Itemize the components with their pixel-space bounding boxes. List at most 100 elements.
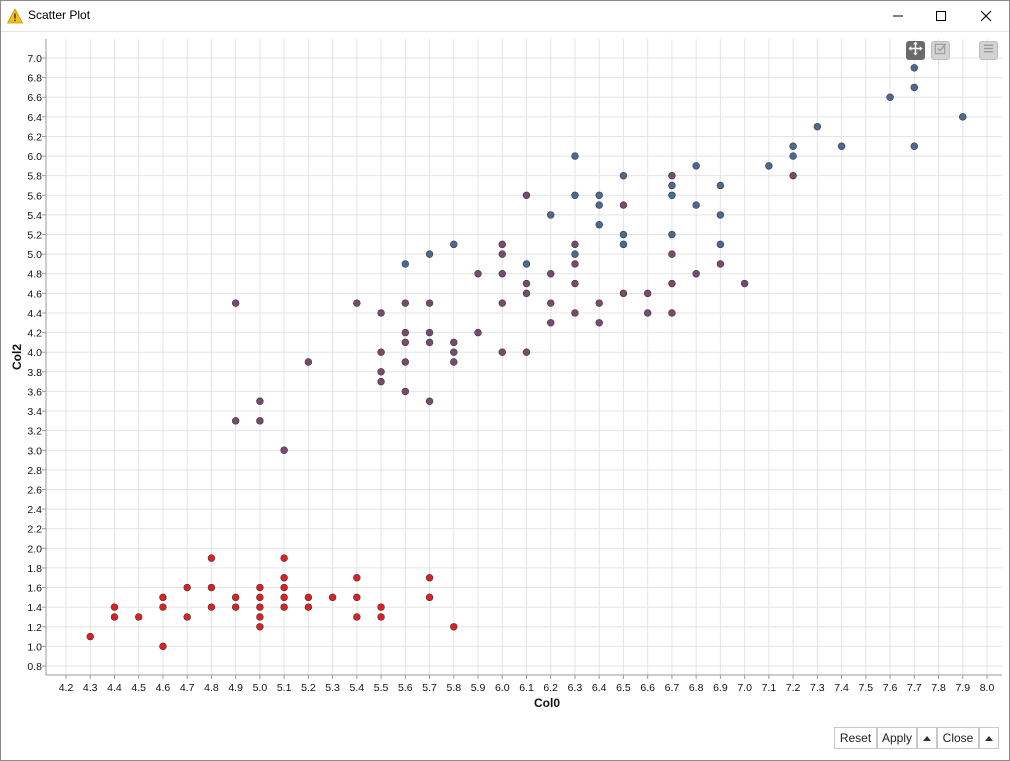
y-tick-label: 5.0	[27, 249, 42, 261]
data-point-setosa	[183, 613, 191, 621]
data-point-versicolor	[256, 417, 264, 425]
data-point-versicolor	[547, 319, 555, 327]
data-point-versicolor	[401, 338, 410, 347]
data-point-setosa	[256, 613, 264, 621]
y-tick-label: 4.0	[27, 347, 42, 359]
data-point-setosa	[231, 593, 240, 602]
data-point-versicolor	[450, 348, 458, 356]
data-point-versicolor	[231, 417, 240, 425]
x-tick-label: 4.3	[83, 682, 98, 694]
data-point-versicolor	[643, 309, 652, 317]
data-point-setosa	[256, 603, 264, 611]
data-point-versicolor	[353, 299, 361, 307]
window-title: Scatter Plot	[28, 8, 91, 22]
data-point-virginica	[571, 250, 579, 258]
x-tick-label: 7.9	[955, 682, 970, 694]
data-point-versicolor	[377, 368, 385, 376]
data-point-setosa	[280, 593, 288, 602]
data-point-virginica	[401, 260, 410, 268]
y-tick-label: 7.0	[27, 53, 42, 65]
y-tick-label: 5.8	[27, 171, 42, 183]
y-tick-label: 2.8	[27, 465, 42, 477]
data-point-setosa	[353, 593, 361, 602]
menu-icon	[982, 42, 995, 60]
data-point-virginica	[668, 191, 676, 199]
data-point-virginica	[692, 162, 700, 170]
y-tick-label: 3.8	[27, 367, 42, 379]
title-bar[interactable]: Scatter Plot	[1, 1, 1009, 32]
x-tick-label: 7.2	[786, 682, 801, 694]
select-tool-button[interactable]	[931, 41, 950, 60]
data-point-virginica	[425, 250, 434, 258]
x-tick-label: 7.7	[907, 682, 922, 694]
y-tick-label: 1.8	[27, 563, 42, 575]
y-tick-label: 5.2	[27, 230, 42, 242]
y-tick-label: 3.4	[27, 406, 42, 418]
data-point-setosa	[256, 583, 264, 592]
data-point-setosa	[328, 593, 337, 602]
apply-button[interactable]: Apply	[877, 727, 917, 749]
y-tick-label: 1.4	[27, 602, 42, 614]
y-tick-label: 1.6	[27, 583, 42, 595]
minimize-icon	[892, 10, 904, 22]
data-point-virginica	[959, 113, 967, 121]
data-point-versicolor	[231, 299, 240, 307]
data-point-versicolor	[547, 299, 555, 307]
data-point-virginica	[813, 122, 822, 131]
data-point-versicolor	[522, 348, 531, 356]
y-tick-label: 6.8	[27, 73, 42, 85]
data-point-virginica	[716, 211, 725, 219]
data-point-setosa	[256, 623, 264, 631]
data-point-virginica	[910, 83, 918, 92]
data-point-versicolor	[522, 289, 531, 298]
y-tick-label: 5.6	[27, 190, 42, 202]
data-point-versicolor	[498, 250, 506, 258]
data-point-versicolor	[571, 240, 579, 249]
y-tick-label: 0.8	[27, 661, 42, 673]
data-point-setosa	[159, 603, 167, 611]
data-point-setosa	[280, 574, 288, 582]
apply-options-button[interactable]	[917, 727, 937, 749]
x-tick-label: 6.0	[495, 682, 510, 694]
x-tick-label: 6.8	[689, 682, 704, 694]
data-point-virginica	[910, 142, 918, 150]
data-point-versicolor	[716, 260, 725, 268]
y-tick-label: 2.0	[27, 543, 42, 555]
data-point-setosa	[231, 603, 240, 611]
data-point-versicolor	[425, 397, 434, 405]
data-point-virginica	[595, 191, 603, 199]
y-tick-label: 2.6	[27, 484, 42, 496]
pan-tool-button[interactable]	[906, 40, 925, 60]
data-point-setosa	[280, 554, 288, 562]
data-point-versicolor	[450, 358, 458, 366]
y-tick-label: 4.4	[27, 308, 42, 320]
x-tick-label: 5.0	[253, 682, 268, 694]
data-point-versicolor	[740, 279, 749, 288]
close-options-button[interactable]	[979, 727, 999, 749]
menu-button[interactable]	[979, 41, 998, 60]
close-button[interactable]: Close	[937, 727, 979, 749]
maximize-button[interactable]	[918, 1, 964, 31]
reset-button[interactable]: Reset	[834, 727, 877, 749]
x-tick-label: 4.9	[228, 682, 243, 694]
x-tick-label: 4.5	[131, 682, 146, 694]
y-tick-label: 5.4	[27, 210, 42, 222]
plot-area[interactable]: 4.2 4.3 4.4 4.5 4.6 4.7 4.8 4.9 5.0 5.1 5.2 5.3 5.4 5…	[1, 32, 1009, 722]
minimize-button[interactable]	[875, 1, 921, 31]
data-point-virginica	[716, 240, 725, 249]
select-icon	[934, 42, 947, 60]
data-point-versicolor	[789, 171, 797, 180]
data-point-virginica	[765, 162, 773, 170]
data-point-setosa	[304, 593, 313, 602]
data-point-virginica	[668, 181, 676, 190]
scatter-chart[interactable]: 4.2 4.3 4.4 4.5 4.6 4.7 4.8 4.9 5.0 5.1 5.2 5.3 5.4 5…	[1, 32, 1009, 722]
x-tick-label: 7.3	[810, 682, 825, 694]
y-tick-label: 4.6	[27, 288, 42, 300]
close-window-button[interactable]	[963, 1, 1009, 31]
data-point-versicolor	[280, 446, 288, 454]
y-tick-label: 3.0	[27, 445, 42, 457]
y-tick-label: 6.0	[27, 151, 42, 163]
x-tick-label: 4.7	[180, 682, 195, 694]
data-point-virginica	[619, 171, 628, 180]
